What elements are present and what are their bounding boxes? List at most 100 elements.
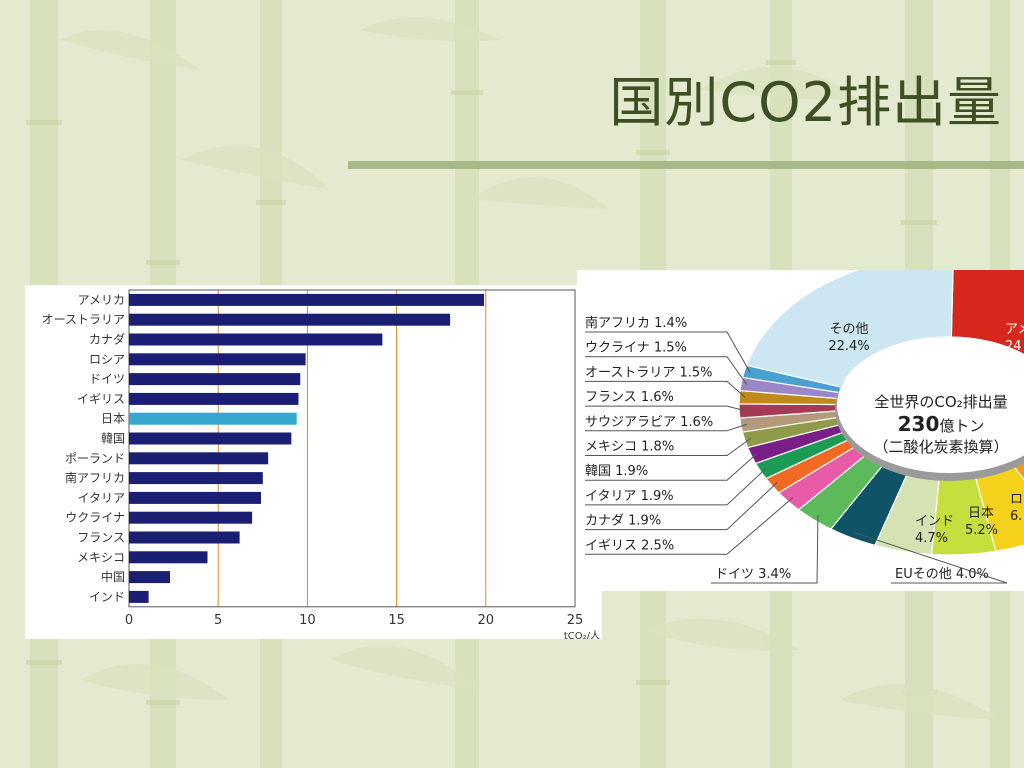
bar-4 [129,373,301,386]
callout-value: 4.0% [956,567,989,582]
center-total-unit: 億トン [939,417,984,435]
callout-value: 1.6% [641,390,674,405]
category-label: ウクライナ [65,511,125,525]
slice-label-india: インド [915,514,954,529]
callout-line [585,356,748,386]
callout-name: サウジアラビア [585,415,680,430]
slice-label-other: その他 [829,322,868,337]
category-label: カナダ [89,332,125,347]
category-label: フランス [77,531,125,545]
bar-6 [129,412,297,425]
callout-7: イタリア 1.9% [585,489,674,504]
slice-value-india: 4.7% [915,531,948,546]
callout-name: 南アフリカ [585,315,654,331]
bar-11 [129,511,253,524]
center-title: 全世界のCO₂排出量 [874,393,1007,411]
callout-9: イギリス 2.5% [585,538,674,553]
bar-8 [129,452,269,465]
category-label: イギリス [77,392,125,406]
callout-line [854,532,1008,584]
slice-label-russia: ロ [1010,492,1023,507]
callout-name: イタリア [585,489,641,504]
callout-value: 1.9% [628,514,661,529]
co2-per-capita-bar-chart: アメリカオーストラリアカナダロシアドイツイギリス日本韓国ポーランド南アフリカイタ… [42,289,600,642]
category-label: アメリカ [78,293,125,307]
bar-9 [129,472,263,485]
callout-line [585,423,747,432]
bar-5 [129,392,299,405]
x-tick-label: 25 [567,613,584,628]
category-label: 南アフリカ [65,470,125,485]
slice-value-usa: 24 [1005,339,1022,354]
callout-0: 南アフリカ 1.4% [585,315,687,331]
slice-label-usa: アメ [1005,322,1024,337]
bar-14 [129,571,171,584]
bar-10 [129,491,262,504]
callout-8: カナダ 1.9% [585,514,661,529]
bar-15 [129,590,149,603]
callout-line [585,380,746,398]
callout-2: オーストラリア 1.5% [585,365,713,380]
callout-name: オーストラリア [585,365,679,380]
callout-3: フランス 1.6% [585,390,674,405]
callout-line [585,482,778,531]
callout-value: 1.6% [680,415,713,430]
center-hole [837,337,1024,473]
callout-name: ウクライナ [585,341,654,356]
callout-name: イギリス [585,538,641,553]
x-tick-label: 10 [299,613,316,628]
bottom-callout-0: ドイツ 3.4% [715,567,791,582]
slice-value-russia: 6. [1010,509,1022,524]
category-label: 韓国 [101,432,125,446]
x-tick-label: 5 [214,613,222,628]
bar-12 [129,531,240,544]
callout-5: メキシコ 1.8% [585,440,674,455]
x-tick-label: 0 [125,613,133,628]
callout-line [585,405,746,412]
category-label: 中国 [101,569,125,584]
callout-line [585,468,767,506]
callout-value: 1.9% [641,489,674,504]
callout-line [585,438,751,456]
pie-chart-panel: 全世界のCO₂排出量 230億トン （二酸化炭素換算） その他 22.4% アメ 24 ロ 6.… [577,270,1024,591]
callout-value: 1.5% [679,365,712,380]
bar-1 [129,313,451,326]
category-label: メキシコ [77,550,125,564]
callout-6: 韓国 1.9% [585,464,648,479]
callout-line [585,453,758,481]
slice-value-japan: 5.2% [965,523,998,538]
callout-line [585,497,794,555]
slice-value-other: 22.4% [828,339,869,354]
bar-0 [129,293,485,306]
bar-13 [129,551,208,564]
callout-value: 3.4% [758,567,791,582]
callout-value: 1.9% [615,464,648,479]
callout-value: 1.5% [654,341,687,356]
callout-4: サウジアラビア 1.6% [585,415,713,430]
category-label: ドイツ [89,372,125,386]
callout-line [585,331,751,373]
callout-name: 韓国 [585,464,615,479]
callout-name: ドイツ [715,567,758,582]
callout-name: メキシコ [585,440,641,455]
center-total: 230億トン [898,412,985,436]
center-note: （二酸化炭素換算） [873,438,1008,456]
bar-2 [129,333,383,346]
slide-title: 国別CO2排出量 [609,71,1002,134]
bottom-callout-1: EUその他 4.0% [895,567,989,582]
callout-value: 1.4% [654,316,687,331]
category-label: 日本 [101,412,125,426]
plot-frame [128,289,576,608]
title-divider [348,161,1024,169]
x-tick-label: 20 [478,613,495,628]
callout-1: ウクライナ 1.5% [585,341,687,356]
category-label: イタリア [77,491,125,505]
callout-name: EUその他 [895,567,956,582]
x-tick-label: 15 [388,613,405,628]
category-label: インド [89,590,125,604]
category-label: オーストラリア [42,313,125,327]
category-label: ロシア [89,352,125,366]
x-axis-unit: tCO₂/人 [564,630,600,639]
callout-name: フランス [585,390,641,405]
